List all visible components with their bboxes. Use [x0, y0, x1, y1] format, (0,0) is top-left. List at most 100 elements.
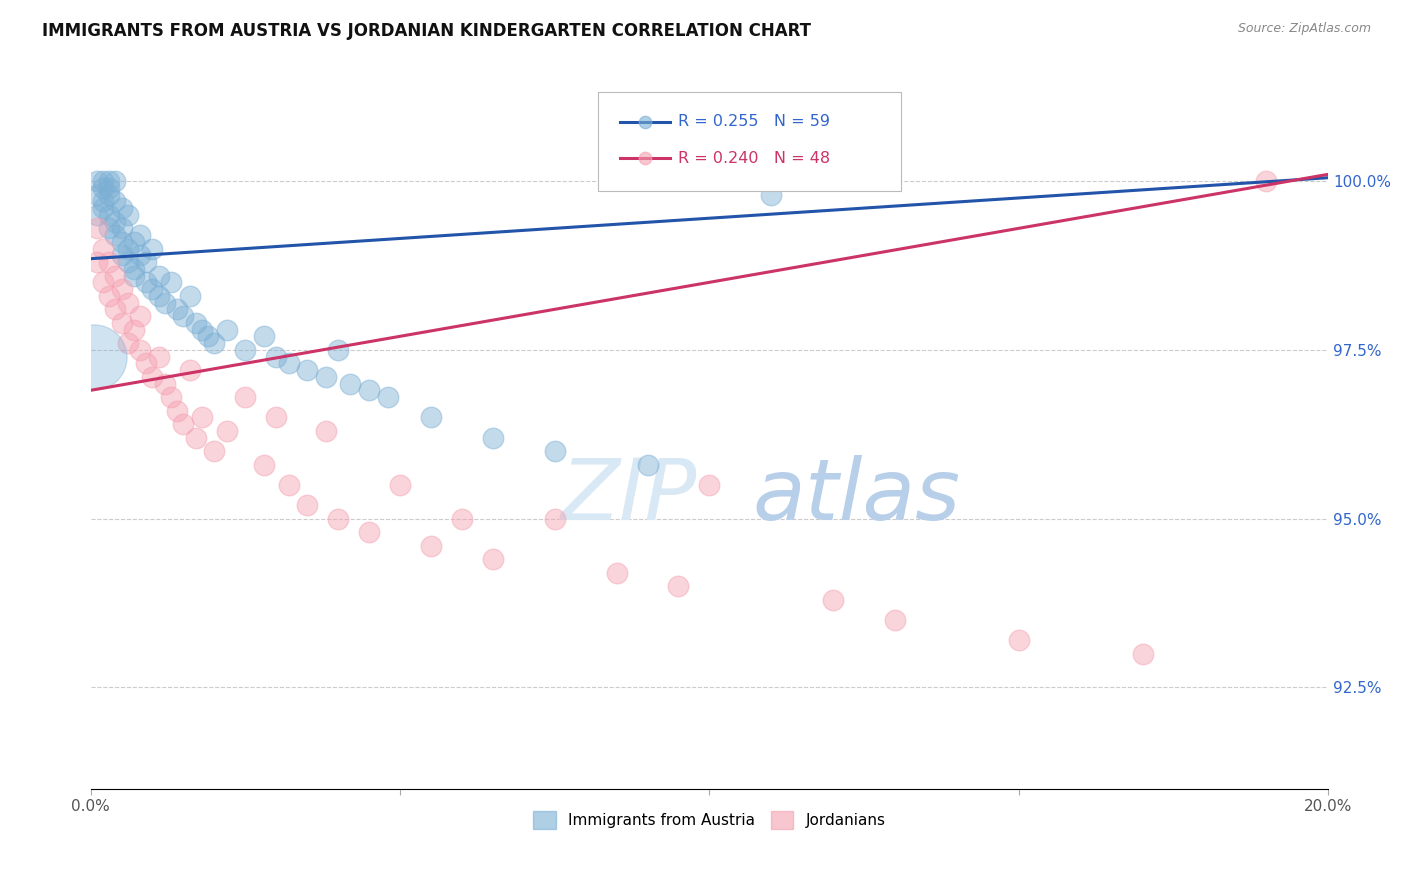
Point — [117, 242, 139, 256]
Point — [98, 221, 121, 235]
Point — [326, 511, 349, 525]
Text: R = 0.255   N = 59: R = 0.255 N = 59 — [679, 114, 831, 129]
Point — [295, 498, 318, 512]
FancyBboxPatch shape — [598, 93, 901, 191]
Point — [141, 282, 163, 296]
Point — [668, 579, 690, 593]
Point — [215, 424, 238, 438]
Point — [86, 208, 108, 222]
Point — [179, 363, 201, 377]
Point — [129, 309, 152, 323]
Point — [110, 248, 132, 262]
Point — [1008, 633, 1031, 648]
Point — [339, 376, 361, 391]
Point — [86, 174, 108, 188]
Point — [637, 458, 659, 472]
Point — [233, 390, 256, 404]
Point — [122, 322, 145, 336]
Point — [148, 350, 170, 364]
Point — [135, 356, 157, 370]
Point — [264, 350, 287, 364]
Point — [160, 276, 183, 290]
Point — [315, 369, 337, 384]
Point — [148, 289, 170, 303]
Point — [110, 282, 132, 296]
Point — [104, 228, 127, 243]
Point — [98, 255, 121, 269]
Text: R = 0.240   N = 48: R = 0.240 N = 48 — [679, 151, 831, 166]
Point — [117, 295, 139, 310]
Point — [104, 174, 127, 188]
Point — [233, 343, 256, 357]
Point — [451, 511, 474, 525]
Point — [129, 248, 152, 262]
Point — [86, 187, 108, 202]
Point — [295, 363, 318, 377]
Point — [166, 403, 188, 417]
Point — [172, 309, 194, 323]
Point — [191, 322, 214, 336]
Point — [135, 276, 157, 290]
Point — [98, 289, 121, 303]
Point — [129, 343, 152, 357]
Point — [544, 511, 567, 525]
Text: IMMIGRANTS FROM AUSTRIA VS JORDANIAN KINDERGARTEN CORRELATION CHART: IMMIGRANTS FROM AUSTRIA VS JORDANIAN KIN… — [42, 22, 811, 40]
Text: atlas: atlas — [752, 456, 960, 539]
Point — [315, 424, 337, 438]
Point — [86, 221, 108, 235]
Point — [388, 478, 411, 492]
Point — [544, 444, 567, 458]
Point — [91, 276, 114, 290]
Point — [884, 613, 907, 627]
Point — [215, 322, 238, 336]
Point — [98, 181, 121, 195]
Point — [148, 268, 170, 283]
Point — [253, 329, 276, 343]
Point — [83, 350, 105, 364]
Text: Source: ZipAtlas.com: Source: ZipAtlas.com — [1237, 22, 1371, 36]
Point — [91, 242, 114, 256]
Point — [823, 592, 845, 607]
Point — [117, 208, 139, 222]
Point — [1256, 174, 1278, 188]
Point — [104, 302, 127, 317]
Point — [191, 410, 214, 425]
Point — [606, 566, 628, 580]
Point — [153, 376, 176, 391]
Point — [135, 255, 157, 269]
Point — [122, 268, 145, 283]
Point — [117, 255, 139, 269]
Point — [179, 289, 201, 303]
Point — [104, 214, 127, 228]
Point — [122, 235, 145, 249]
Point — [357, 524, 380, 539]
Point — [91, 201, 114, 215]
Point — [141, 242, 163, 256]
Point — [1132, 647, 1154, 661]
Point — [91, 181, 114, 195]
Point — [184, 431, 207, 445]
Point — [91, 174, 114, 188]
Point — [253, 458, 276, 472]
Point — [172, 417, 194, 431]
Point — [91, 194, 114, 209]
Point — [482, 552, 505, 566]
Point — [104, 268, 127, 283]
Point — [110, 316, 132, 330]
Point — [184, 316, 207, 330]
Point — [326, 343, 349, 357]
Point — [202, 444, 225, 458]
Point — [377, 390, 399, 404]
Point — [110, 221, 132, 235]
Point — [86, 255, 108, 269]
Point — [141, 369, 163, 384]
Legend: Immigrants from Austria, Jordanians: Immigrants from Austria, Jordanians — [527, 805, 891, 836]
Point — [357, 384, 380, 398]
Point — [197, 329, 219, 343]
Point — [117, 336, 139, 351]
Point — [160, 390, 183, 404]
Point — [166, 302, 188, 317]
Point — [98, 174, 121, 188]
Point — [98, 187, 121, 202]
Point — [104, 194, 127, 209]
